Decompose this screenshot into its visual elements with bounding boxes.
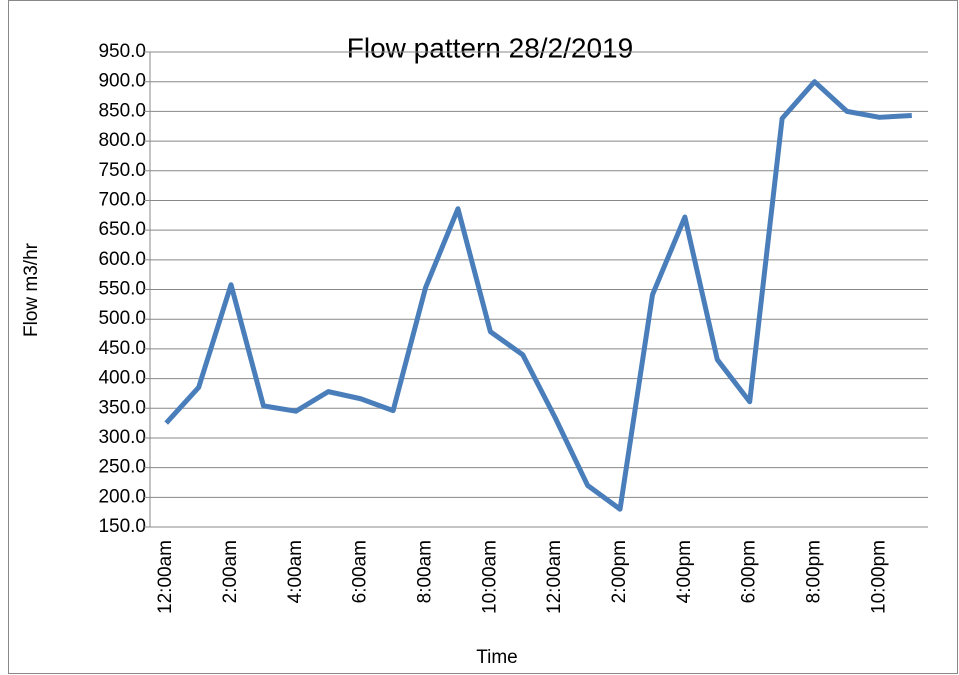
x-tick-label: 12:00am [155, 540, 176, 614]
y-tick-label: 950.0 [98, 41, 146, 62]
y-axis-title: Flow m3/hr [21, 242, 42, 337]
x-tick-label: 10:00am [479, 540, 500, 614]
y-tick-label: 550.0 [98, 279, 146, 300]
y-tick-label: 350.0 [98, 397, 146, 418]
y-tick-label: 900.0 [98, 71, 146, 92]
y-tick-label: 800.0 [98, 130, 146, 151]
x-tick-label: 2:00am [220, 540, 241, 603]
x-tick-label: 4:00pm [674, 540, 695, 603]
x-tick-label: 12:00am [544, 540, 565, 614]
y-tick-label: 450.0 [98, 338, 146, 359]
y-tick-label: 200.0 [98, 486, 146, 507]
x-axis-title: Time [476, 647, 518, 668]
y-tick-label: 150.0 [98, 516, 146, 537]
data-line [164, 79, 912, 512]
y-tick-label: 300.0 [98, 427, 146, 448]
x-tick-label: 10:00pm [868, 540, 889, 614]
y-tick-label: 750.0 [98, 160, 146, 181]
x-tick-label: 6:00am [350, 540, 371, 603]
chart-title: Flow pattern 28/2/2019 [347, 32, 633, 63]
y-tick-label: 850.0 [98, 100, 146, 121]
y-tick-label: 400.0 [98, 368, 146, 389]
y-tick-label: 650.0 [98, 219, 146, 240]
y-tick-label: 600.0 [98, 249, 146, 270]
y-tick-label: 250.0 [98, 457, 146, 478]
x-tick-label: 8:00am [415, 540, 436, 603]
x-tick-label: 4:00am [285, 540, 306, 603]
x-tick-label: 6:00pm [739, 540, 760, 603]
x-tick-label: 2:00pm [609, 540, 630, 603]
y-tick-label: 500.0 [98, 308, 146, 329]
x-tick-label: 8:00pm [804, 540, 825, 603]
y-tick-label: 700.0 [98, 189, 146, 210]
chart-frame [8, 0, 958, 674]
